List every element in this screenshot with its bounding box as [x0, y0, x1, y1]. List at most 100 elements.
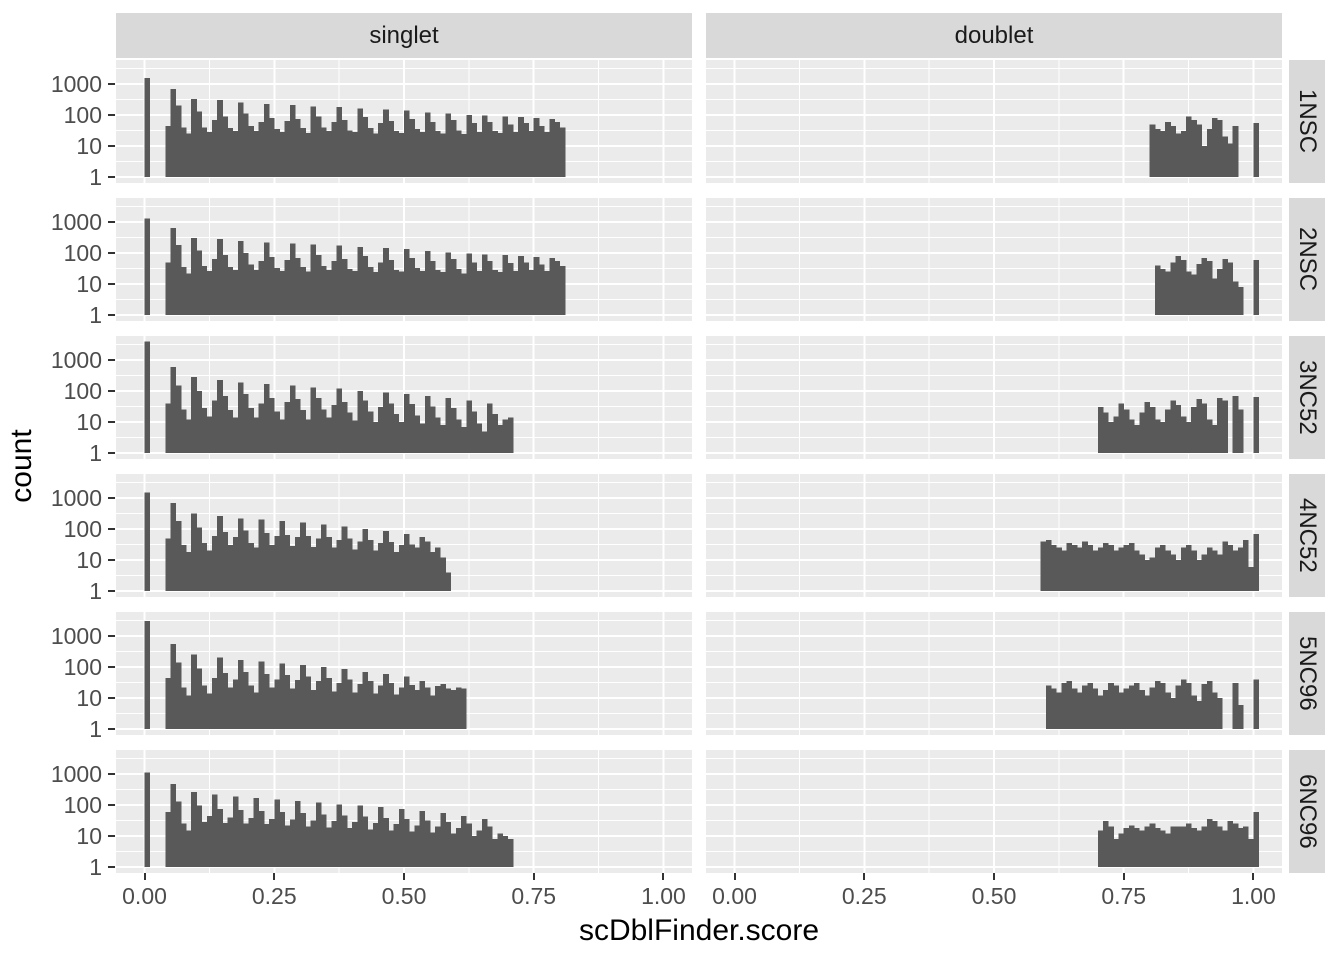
panel-6NC96-singlet	[116, 750, 692, 873]
histogram-bars	[144, 621, 467, 729]
histogram-bars	[1040, 533, 1260, 591]
x-tick-mark	[273, 873, 276, 880]
y-tick-label: 10	[76, 685, 102, 711]
y-tick-mark	[108, 221, 115, 223]
y-tick-label: 1000	[50, 761, 102, 787]
x-tick-mark	[993, 873, 995, 880]
y-tick-label: 10	[76, 823, 102, 849]
y-tick-mark	[108, 804, 115, 806]
y-tick-mark	[108, 114, 115, 116]
y-tick-label: 1000	[50, 623, 102, 649]
panel-6NC96-doublet	[706, 750, 1282, 873]
y-tick-mark	[108, 635, 115, 637]
x-tick-mark	[1252, 873, 1255, 880]
y-tick-label: 1	[89, 164, 102, 190]
row-strip-4NC52: 4NC52	[1289, 474, 1325, 597]
y-tick-mark	[108, 559, 115, 561]
y-tick-label: 100	[63, 240, 102, 266]
x-tick-mark	[143, 873, 146, 880]
x-tick-mark	[662, 873, 665, 880]
histogram-bars	[1149, 116, 1260, 177]
panel-4NC52-doublet	[706, 474, 1282, 597]
y-tick-label: 100	[63, 102, 102, 128]
y-tick-label: 100	[63, 654, 102, 680]
x-tick-label: 0.50	[971, 883, 1017, 909]
gridlines	[706, 612, 1282, 735]
y-tick-mark	[108, 728, 115, 730]
y-tick-mark	[108, 145, 115, 147]
y-tick-mark	[108, 421, 115, 423]
histogram-bars	[1154, 256, 1260, 315]
histogram-bars	[144, 218, 566, 315]
x-tick-label: 0.00	[712, 883, 757, 909]
y-tick-mark	[108, 452, 115, 454]
y-tick-mark	[108, 773, 115, 775]
y-tick-mark	[108, 83, 115, 85]
x-tick-label: 0.25	[251, 883, 297, 909]
y-tick-label: 10	[76, 271, 102, 297]
panel-1NSC-singlet	[116, 60, 692, 183]
y-tick-label: 1000	[50, 347, 102, 373]
y-tick-label: 1	[89, 440, 102, 466]
panel-3NC52-singlet	[116, 336, 692, 459]
column-strip-singlet: singlet	[116, 13, 692, 58]
histogram-bars	[144, 772, 514, 867]
y-tick-mark	[108, 666, 115, 668]
y-tick-mark	[108, 497, 115, 499]
row-strip-1NSC: 1NSC	[1289, 60, 1325, 183]
row-strip-3NC52: 3NC52	[1289, 336, 1325, 459]
histogram-bars	[144, 492, 452, 591]
y-tick-label: 100	[63, 516, 102, 542]
gridlines	[706, 198, 1282, 321]
x-tick-label: 0.25	[841, 883, 887, 909]
y-tick-label: 1	[89, 302, 102, 328]
y-tick-mark	[108, 866, 115, 868]
y-tick-mark	[108, 252, 115, 254]
gridlines	[706, 60, 1282, 183]
panel-2NSC-singlet	[116, 198, 692, 321]
y-tick-label: 1000	[50, 485, 102, 511]
y-tick-mark	[108, 314, 115, 316]
y-tick-mark	[108, 590, 115, 592]
histogram-bars	[144, 78, 566, 177]
y-tick-mark	[108, 835, 115, 837]
y-tick-label: 100	[63, 378, 102, 404]
y-tick-label: 1000	[50, 209, 102, 235]
column-strip-doublet: doublet	[706, 13, 1282, 58]
gridlines	[706, 750, 1282, 873]
x-tick-label: 1.00	[1231, 883, 1276, 909]
y-tick-mark	[108, 283, 115, 285]
row-strip-5NC96: 5NC96	[1289, 612, 1325, 735]
y-tick-mark	[108, 176, 115, 178]
x-tick-mark	[1122, 873, 1125, 880]
x-tick-mark	[403, 873, 405, 880]
y-tick-mark	[108, 528, 115, 530]
y-tick-mark	[108, 359, 115, 361]
x-axis-title: scDblFinder.score	[578, 914, 820, 947]
y-tick-label: 1000	[50, 71, 102, 97]
panel-3NC52-doublet	[706, 336, 1282, 459]
y-tick-label: 100	[63, 792, 102, 818]
x-tick-mark	[532, 873, 535, 880]
panel-1NSC-doublet	[706, 60, 1282, 183]
x-tick-label: 0.75	[511, 883, 557, 909]
row-strip-2NSC: 2NSC	[1289, 198, 1325, 321]
x-tick-mark	[733, 873, 736, 880]
panel-4NC52-singlet	[116, 474, 692, 597]
gridlines	[706, 474, 1282, 597]
panel-2NSC-doublet	[706, 198, 1282, 321]
panel-5NC96-singlet	[116, 612, 692, 735]
x-tick-label: 0.75	[1101, 883, 1147, 909]
y-tick-label: 1	[89, 578, 102, 604]
y-tick-label: 10	[76, 409, 102, 435]
y-tick-label: 10	[76, 547, 102, 573]
histogram-bars	[1045, 679, 1260, 729]
panel-5NC96-doublet	[706, 612, 1282, 735]
x-tick-label: 0.50	[381, 883, 427, 909]
x-tick-label: 1.00	[641, 883, 686, 909]
y-tick-label: 1	[89, 854, 102, 880]
x-tick-label: 0.00	[122, 883, 167, 909]
y-tick-label: 10	[76, 133, 102, 159]
x-tick-mark	[863, 873, 866, 880]
